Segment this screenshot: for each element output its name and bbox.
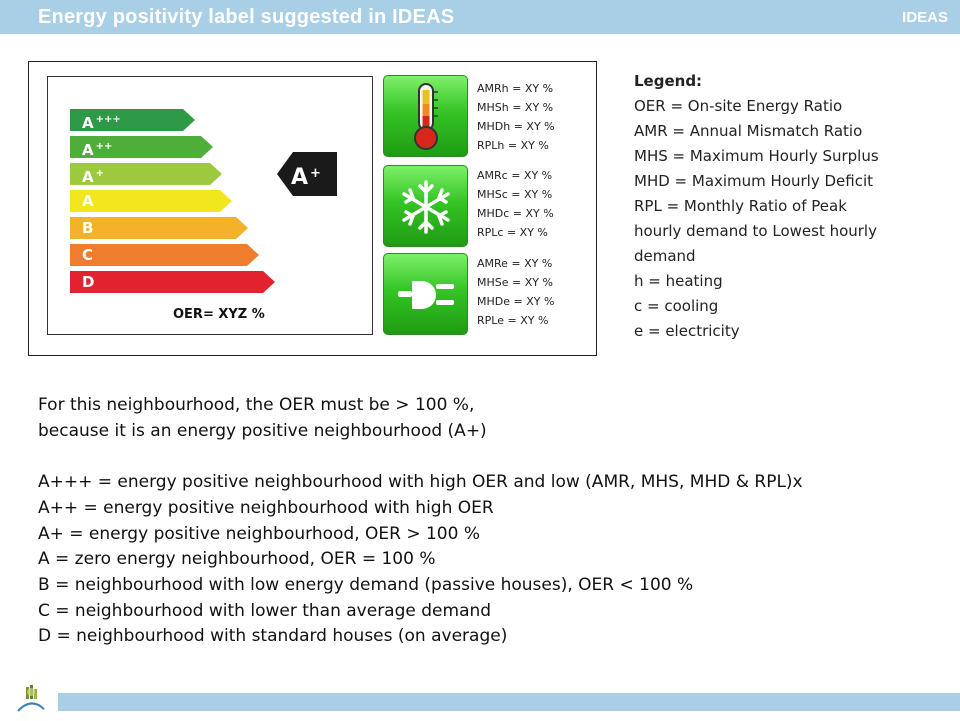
definition-line: A++ = energy positive neighbourhood with…: [38, 497, 494, 518]
legend-line: RPL = Monthly Ratio of Peak: [634, 197, 847, 215]
rating-sup: +: [310, 166, 321, 181]
legend-line: hourly demand to Lowest hourly: [634, 222, 877, 240]
legend-title: Legend:: [634, 72, 703, 90]
class-arrow-b: B: [70, 217, 248, 239]
definition-line: A+ = energy positive neighbourhood, OER …: [38, 523, 480, 544]
legend-line: c = cooling: [634, 297, 719, 315]
rating-letter: A: [291, 165, 309, 190]
metric-line: MHDe = XY %: [477, 295, 555, 308]
thermometer-icon: [383, 75, 468, 157]
class-letter: A: [82, 114, 94, 132]
brand-label: IDEAS: [902, 9, 948, 26]
metric-line: MHDh = XY %: [477, 120, 555, 133]
legend-line: MHS = Maximum Hourly Surplus: [634, 147, 879, 165]
definition-line: B = neighbourhood with low energy demand…: [38, 574, 694, 595]
header-bar: Energy positivity label suggested in IDE…: [0, 0, 960, 34]
intro-line: For this neighbourhood, the OER must be …: [38, 395, 475, 415]
class-arrow-a: A: [70, 190, 232, 212]
metric-line: AMRh = XY %: [477, 82, 554, 95]
class-letter: A: [82, 192, 94, 210]
metric-line: MHSe = XY %: [477, 276, 553, 289]
class-arrow-aplus: A +: [70, 163, 222, 185]
legend-line: h = heating: [634, 272, 723, 290]
metric-line: MHDc = XY %: [477, 207, 554, 220]
definition-line: C = neighbourhood with lower than averag…: [38, 600, 492, 621]
ideas-logo-icon: [14, 683, 48, 717]
plug-icon: [383, 253, 468, 335]
class-arrow-c: C: [70, 244, 259, 266]
body-text: For this neighbourhood, the OER must be …: [38, 393, 938, 650]
legend-line: e = electricity: [634, 322, 740, 340]
metric-line: MHSc = XY %: [477, 188, 553, 201]
metric-line: AMRc = XY %: [477, 169, 553, 182]
metric-line: RPLc = XY %: [477, 226, 548, 239]
class-sup: +: [95, 168, 104, 179]
cooling-metrics: AMRc = XY % MHSc = XY % MHDc = XY % RPLc…: [477, 166, 554, 242]
legend-line: demand: [634, 247, 696, 265]
oer-value-label: OER= XYZ %: [173, 307, 265, 322]
metric-line: RPLh = XY %: [477, 139, 549, 152]
page-title: Energy positivity label suggested in IDE…: [38, 6, 455, 28]
label-figure-frame: [28, 61, 597, 356]
footer-bar: [58, 693, 960, 711]
class-letter: A: [82, 168, 94, 186]
electricity-metrics: AMRe = XY % MHSe = XY % MHDe = XY % RPLe…: [477, 254, 554, 330]
legend-line: OER = On-site Energy Ratio: [634, 97, 843, 115]
class-arrow-a2plus: A ++: [70, 136, 213, 158]
intro-line: because it is an energy positive neighbo…: [38, 420, 487, 441]
class-letter: B: [82, 219, 94, 237]
definition-line: A+++ = energy positive neighbourhood wit…: [38, 472, 803, 493]
metric-line: MHSh = XY %: [477, 101, 554, 114]
legend-line: AMR = Annual Mismatch Ratio: [634, 122, 863, 140]
class-letter: A: [82, 141, 94, 159]
class-letter: D: [82, 273, 95, 291]
snowflake-icon: [383, 165, 468, 247]
metric-line: AMRe = XY %: [477, 257, 553, 270]
definition-line: D = neighbourhood with standard houses (…: [38, 626, 508, 647]
class-arrow-a3plus: A +++: [70, 109, 195, 131]
definition-line: A = zero energy neighbourhood, OER = 100…: [38, 549, 436, 570]
metric-line: RPLe = XY %: [477, 314, 549, 327]
legend: Legend: OER = On-site Energy Ratio AMR =…: [634, 69, 934, 344]
paragraph-gap: [38, 444, 938, 470]
class-letter: C: [82, 246, 94, 264]
heating-metrics: AMRh = XY % MHSh = XY % MHDh = XY % RPLh…: [477, 79, 555, 155]
class-arrow-d: D: [70, 271, 275, 293]
class-sup: ++: [95, 141, 113, 152]
legend-line: MHD = Maximum Hourly Deficit: [634, 172, 874, 190]
class-sup: +++: [95, 114, 121, 125]
